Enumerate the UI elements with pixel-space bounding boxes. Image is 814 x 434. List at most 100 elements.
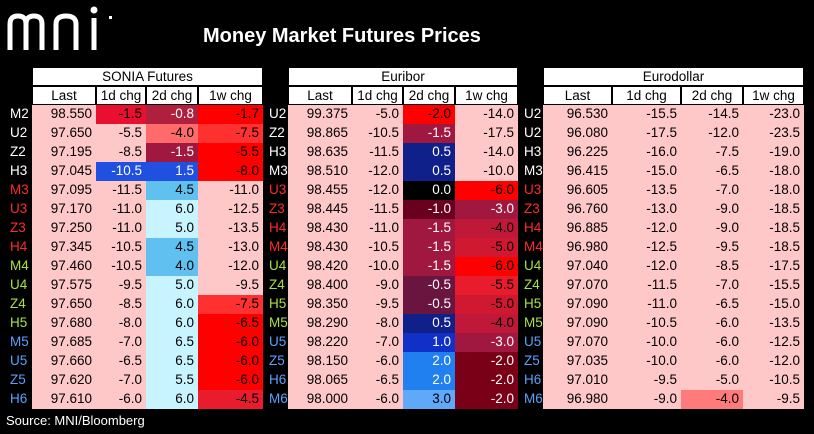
price-cell-euribor-2: -1.5 bbox=[403, 219, 455, 238]
price-cell-sonia-0: 97.345 bbox=[32, 238, 96, 257]
price-cell-sonia-3: -5.5 bbox=[198, 143, 263, 162]
price-cell-euribor-2: 2.0 bbox=[403, 352, 455, 371]
contract-code: H4 bbox=[10, 239, 28, 254]
price-cell-sonia-3: -8.0 bbox=[198, 162, 263, 181]
price-cell-sonia-1: -1.5 bbox=[96, 105, 146, 124]
contract-code: U2 bbox=[524, 125, 542, 140]
price-cell-eurodollar-2: -6.0 bbox=[681, 352, 743, 371]
price-cell-euribor-1: -8.0 bbox=[352, 314, 403, 333]
price-cell-sonia-3: -6.0 bbox=[198, 371, 263, 390]
price-cell-euribor-1: -9.0 bbox=[352, 276, 403, 295]
column-header-sonia-2: 2d chg bbox=[146, 86, 198, 105]
price-cell-sonia-2: 5.0 bbox=[146, 219, 198, 238]
group-header-euribor: Euribor bbox=[288, 67, 518, 86]
price-cell-eurodollar-1: -13.0 bbox=[612, 200, 681, 219]
price-cell-sonia-0: 97.680 bbox=[32, 314, 96, 333]
price-cell-eurodollar-2: -14.5 bbox=[681, 105, 743, 124]
price-cell-eurodollar-1: -10.0 bbox=[612, 352, 681, 371]
price-cell-sonia-2: 6.5 bbox=[146, 352, 198, 371]
price-cell-eurodollar-0: 96.885 bbox=[543, 219, 612, 238]
contract-code: H3 bbox=[524, 144, 542, 159]
price-cell-euribor-2: 0.5 bbox=[403, 314, 455, 333]
price-cell-eurodollar-1: -15.0 bbox=[612, 162, 681, 181]
price-cell-sonia-0: 97.195 bbox=[32, 143, 96, 162]
column-header-eurodollar-0: Last bbox=[543, 86, 612, 105]
group-header-sonia: SONIA Futures bbox=[32, 67, 263, 86]
price-cell-eurodollar-3: -12.5 bbox=[743, 333, 804, 352]
price-cell-eurodollar-3: -18.0 bbox=[743, 181, 804, 200]
price-cell-eurodollar-2: -6.0 bbox=[681, 314, 743, 333]
contract-code: U3 bbox=[10, 201, 28, 216]
price-cell-eurodollar-3: -18.5 bbox=[743, 219, 804, 238]
price-cell-euribor-0: 98.865 bbox=[288, 124, 352, 143]
price-cell-eurodollar-1: -9.0 bbox=[612, 390, 681, 409]
price-cell-eurodollar-3: -19.0 bbox=[743, 143, 804, 162]
price-cell-euribor-2: -1.5 bbox=[403, 238, 455, 257]
price-cell-euribor-3: -14.0 bbox=[455, 105, 518, 124]
price-cell-euribor-3: -6.0 bbox=[455, 257, 518, 276]
price-cell-eurodollar-0: 97.010 bbox=[543, 371, 612, 390]
price-cell-sonia-1: -7.0 bbox=[96, 333, 146, 352]
price-cell-euribor-2: -0.5 bbox=[403, 295, 455, 314]
price-cell-sonia-3: -11.0 bbox=[198, 181, 263, 200]
price-cell-eurodollar-1: -13.5 bbox=[612, 181, 681, 200]
price-cell-euribor-0: 98.635 bbox=[288, 143, 352, 162]
price-cell-euribor-3: -5.5 bbox=[455, 276, 518, 295]
contract-code: Z4 bbox=[269, 277, 285, 292]
price-cell-sonia-0: 97.250 bbox=[32, 219, 96, 238]
price-cell-sonia-2: 4.5 bbox=[146, 238, 198, 257]
contract-code: U3 bbox=[524, 182, 542, 197]
price-cell-euribor-2: -1.0 bbox=[403, 200, 455, 219]
price-cell-sonia-3: -7.5 bbox=[198, 124, 263, 143]
contract-code: Z4 bbox=[10, 296, 26, 311]
price-cell-sonia-1: -5.5 bbox=[96, 124, 146, 143]
column-header-euribor-0: Last bbox=[288, 86, 352, 105]
price-cell-sonia-0: 97.685 bbox=[32, 333, 96, 352]
contract-code: H3 bbox=[10, 163, 28, 178]
column-header-eurodollar-2: 2d chg bbox=[681, 86, 743, 105]
price-cell-eurodollar-0: 97.035 bbox=[543, 352, 612, 371]
contract-code: M2 bbox=[10, 106, 29, 121]
price-cell-euribor-3: -3.0 bbox=[455, 333, 518, 352]
price-cell-eurodollar-3: -13.5 bbox=[743, 314, 804, 333]
price-cell-sonia-2: 6.0 bbox=[146, 295, 198, 314]
price-cell-sonia-2: 1.5 bbox=[146, 162, 198, 181]
price-cell-eurodollar-3: -15.0 bbox=[743, 295, 804, 314]
price-cell-sonia-2: 5.5 bbox=[146, 371, 198, 390]
price-cell-eurodollar-0: 96.605 bbox=[543, 181, 612, 200]
price-cell-sonia-0: 97.575 bbox=[32, 276, 96, 295]
price-cell-euribor-3: -2.0 bbox=[455, 352, 518, 371]
price-cell-euribor-1: -11.5 bbox=[352, 200, 403, 219]
price-cell-eurodollar-3: -23.5 bbox=[743, 124, 804, 143]
contract-code: U4 bbox=[524, 258, 542, 273]
price-cell-eurodollar-2: -9.0 bbox=[681, 200, 743, 219]
mni-logo bbox=[7, 6, 112, 50]
price-cell-sonia-0: 97.650 bbox=[32, 124, 96, 143]
price-cell-eurodollar-2: -6.5 bbox=[681, 162, 743, 181]
contract-code: H3 bbox=[269, 144, 287, 159]
price-cell-sonia-3: -13.0 bbox=[198, 238, 263, 257]
contract-code: U3 bbox=[269, 182, 287, 197]
price-cell-sonia-3: -6.0 bbox=[198, 333, 263, 352]
price-cell-eurodollar-3: -17.5 bbox=[743, 257, 804, 276]
price-cell-sonia-1: -6.5 bbox=[96, 352, 146, 371]
price-cell-euribor-2: -2.0 bbox=[403, 105, 455, 124]
price-cell-euribor-0: 98.430 bbox=[288, 219, 352, 238]
price-cell-sonia-0: 97.170 bbox=[32, 200, 96, 219]
contract-code: U5 bbox=[269, 334, 287, 349]
price-cell-sonia-1: -10.5 bbox=[96, 162, 146, 181]
price-cell-eurodollar-2: -6.5 bbox=[681, 295, 743, 314]
contract-code: H5 bbox=[524, 296, 542, 311]
price-cell-euribor-2: 2.0 bbox=[403, 371, 455, 390]
page-title: Money Market Futures Prices bbox=[203, 25, 481, 47]
price-cell-sonia-3: -4.5 bbox=[198, 390, 263, 409]
price-cell-euribor-3: -4.0 bbox=[455, 219, 518, 238]
price-cell-sonia-0: 97.460 bbox=[32, 257, 96, 276]
price-cell-euribor-3: -10.0 bbox=[455, 162, 518, 181]
price-cell-sonia-1: -9.5 bbox=[96, 276, 146, 295]
source-note: Source: MNI/Bloomberg bbox=[6, 413, 145, 428]
contract-code: U5 bbox=[10, 353, 28, 368]
price-cell-sonia-3: -12.0 bbox=[198, 257, 263, 276]
price-cell-eurodollar-2: -7.0 bbox=[681, 276, 743, 295]
